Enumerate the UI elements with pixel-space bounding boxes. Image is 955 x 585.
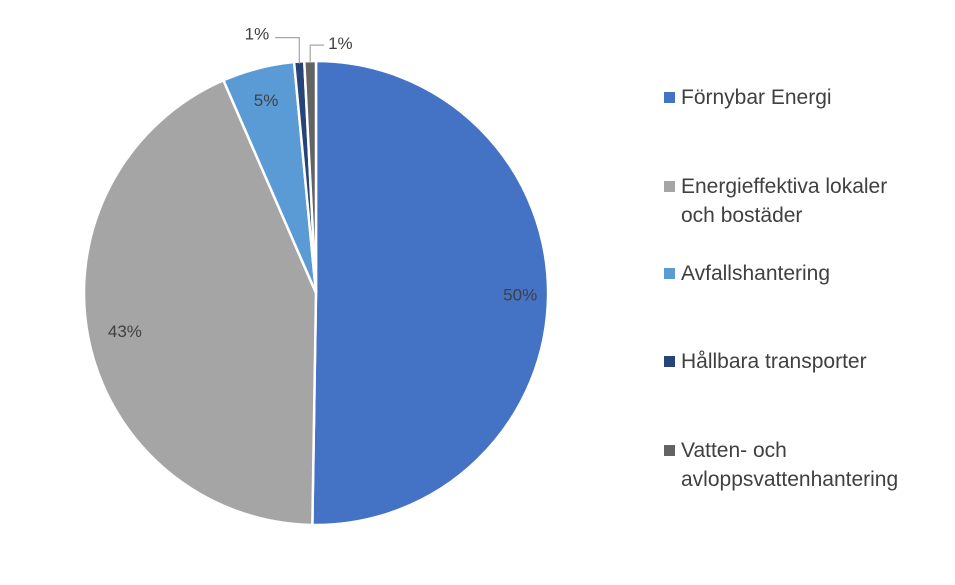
legend-label: Energieffektiva lokaler [681, 175, 887, 198]
legend-marker [664, 445, 675, 456]
pie-slices [82, 59, 550, 527]
legend-marker [664, 356, 675, 367]
legend-marker [664, 268, 675, 279]
pie-slice [311, 59, 550, 527]
slice-data-label: 5% [254, 91, 279, 110]
legend-marker [664, 92, 675, 103]
leader-line [275, 36, 300, 64]
legend-label: Förnybar Energi [681, 86, 832, 109]
slice-data-label: 1% [328, 34, 353, 53]
legend: Förnybar Energi Energieffektiva lokaler oc… [664, 86, 898, 491]
leader-line [309, 44, 325, 64]
legend-label: Hållbara transporter [681, 350, 867, 373]
slice-data-label: 43% [108, 322, 142, 341]
legend-label: Avfallshantering [681, 262, 830, 285]
legend-label: Vatten- och [681, 439, 787, 462]
leader-lines [275, 36, 325, 64]
legend-marker [664, 181, 675, 192]
slice-labels: 50% 43% 5% 1% 1% [108, 25, 537, 342]
slice-data-label: 50% [503, 286, 537, 305]
pie-slice [82, 78, 318, 527]
legend-label: och bostäder [681, 204, 802, 227]
legend-label: avloppsvattenhantering [681, 468, 898, 491]
slice-data-label: 1% [245, 25, 270, 44]
